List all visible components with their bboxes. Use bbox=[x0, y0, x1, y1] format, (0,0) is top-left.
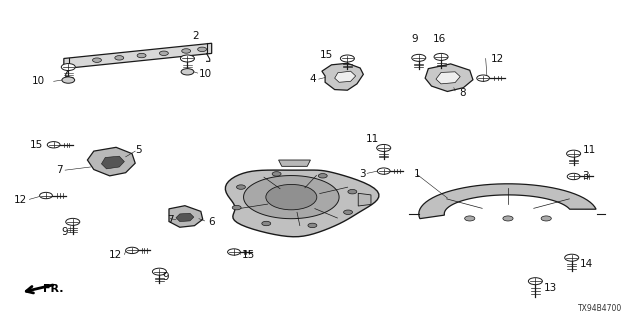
Circle shape bbox=[180, 55, 195, 62]
Polygon shape bbox=[425, 64, 473, 92]
Text: 13: 13 bbox=[544, 283, 557, 292]
Circle shape bbox=[308, 223, 317, 228]
Circle shape bbox=[348, 189, 357, 194]
Polygon shape bbox=[101, 156, 124, 169]
Text: 2: 2 bbox=[193, 31, 199, 41]
Text: 16: 16 bbox=[433, 34, 447, 44]
Text: 15: 15 bbox=[319, 50, 333, 60]
Text: 6: 6 bbox=[209, 217, 215, 227]
Circle shape bbox=[266, 184, 317, 210]
Text: 12: 12 bbox=[13, 195, 27, 205]
Circle shape bbox=[344, 210, 353, 214]
Circle shape bbox=[159, 51, 168, 55]
Circle shape bbox=[541, 216, 551, 221]
Polygon shape bbox=[278, 160, 310, 166]
Circle shape bbox=[378, 168, 390, 174]
Text: 9: 9 bbox=[162, 272, 168, 282]
Text: 9: 9 bbox=[411, 34, 418, 44]
Circle shape bbox=[340, 55, 355, 62]
Circle shape bbox=[434, 53, 448, 60]
Polygon shape bbox=[322, 63, 364, 90]
Text: 7: 7 bbox=[56, 164, 63, 174]
Circle shape bbox=[47, 142, 60, 148]
Circle shape bbox=[198, 47, 207, 52]
Circle shape bbox=[125, 247, 138, 253]
Text: 8: 8 bbox=[459, 88, 465, 98]
Polygon shape bbox=[436, 72, 460, 84]
Circle shape bbox=[412, 54, 426, 61]
Polygon shape bbox=[225, 170, 379, 237]
Circle shape bbox=[66, 218, 80, 225]
Circle shape bbox=[115, 56, 124, 60]
Circle shape bbox=[262, 221, 271, 226]
Circle shape bbox=[564, 254, 579, 261]
Circle shape bbox=[181, 69, 194, 75]
Circle shape bbox=[529, 278, 542, 285]
Polygon shape bbox=[169, 206, 203, 227]
Polygon shape bbox=[176, 213, 194, 221]
Text: TX94B4700: TX94B4700 bbox=[579, 304, 623, 313]
Polygon shape bbox=[419, 184, 596, 219]
Text: 3: 3 bbox=[359, 169, 366, 179]
Circle shape bbox=[137, 53, 146, 58]
Text: 5: 5 bbox=[135, 146, 142, 156]
Polygon shape bbox=[244, 176, 339, 219]
Text: 10: 10 bbox=[199, 69, 212, 79]
Text: 9: 9 bbox=[61, 227, 68, 237]
Polygon shape bbox=[64, 43, 212, 69]
Circle shape bbox=[272, 172, 281, 176]
Circle shape bbox=[228, 249, 241, 255]
Circle shape bbox=[566, 150, 580, 157]
Polygon shape bbox=[88, 147, 135, 176]
Circle shape bbox=[318, 173, 327, 178]
Circle shape bbox=[182, 49, 191, 53]
Circle shape bbox=[93, 58, 101, 62]
Circle shape bbox=[152, 268, 166, 275]
Circle shape bbox=[477, 75, 490, 81]
Circle shape bbox=[465, 216, 475, 221]
Circle shape bbox=[62, 77, 75, 83]
Circle shape bbox=[567, 173, 580, 180]
Text: 4: 4 bbox=[310, 74, 316, 84]
Text: 14: 14 bbox=[580, 259, 593, 269]
Text: 12: 12 bbox=[109, 250, 122, 260]
Text: 15: 15 bbox=[29, 140, 43, 150]
Polygon shape bbox=[358, 193, 371, 206]
Text: 15: 15 bbox=[243, 250, 255, 260]
Circle shape bbox=[61, 64, 76, 70]
Circle shape bbox=[503, 216, 513, 221]
Circle shape bbox=[40, 192, 52, 199]
Text: 12: 12 bbox=[491, 54, 504, 64]
Text: 1: 1 bbox=[414, 169, 421, 179]
Circle shape bbox=[237, 185, 245, 189]
Circle shape bbox=[377, 144, 391, 151]
Text: 11: 11 bbox=[582, 145, 596, 155]
Text: FR.: FR. bbox=[43, 284, 63, 294]
Text: 7: 7 bbox=[167, 215, 173, 225]
Polygon shape bbox=[335, 71, 356, 82]
Text: 10: 10 bbox=[31, 76, 45, 86]
Circle shape bbox=[232, 205, 241, 210]
Text: 3: 3 bbox=[582, 172, 589, 181]
Text: 11: 11 bbox=[365, 134, 379, 144]
